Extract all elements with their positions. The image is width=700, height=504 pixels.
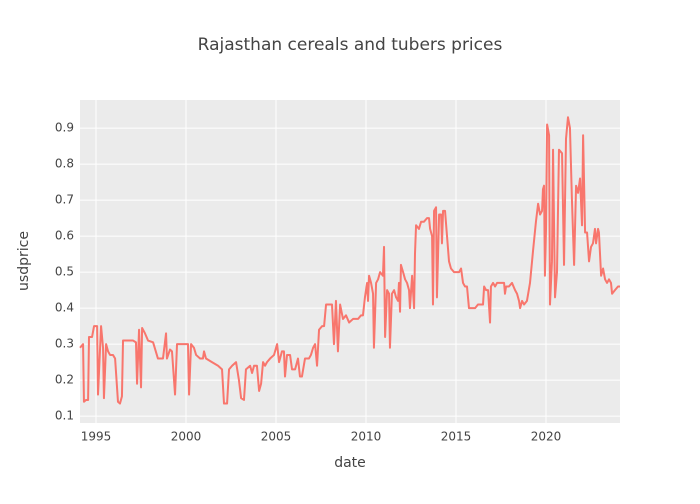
x-axis-label: date xyxy=(334,455,366,471)
x-tick-label: 2015 xyxy=(441,430,472,444)
y-tick-label: 0.3 xyxy=(55,337,74,351)
x-tick-label: 2020 xyxy=(531,430,562,444)
plot-area xyxy=(80,100,620,423)
x-tick-label: 1995 xyxy=(81,430,112,444)
y-tick-label: 0.8 xyxy=(55,157,74,171)
y-tick-label: 0.2 xyxy=(55,373,74,387)
y-tick-label: 0.9 xyxy=(55,121,74,135)
y-tick-label: 0.5 xyxy=(55,265,74,279)
y-tick-label: 0.1 xyxy=(55,409,74,423)
x-tick-label: 2010 xyxy=(351,430,382,444)
price-line xyxy=(79,116,620,405)
y-tick-label: 0.4 xyxy=(55,301,74,315)
x-tick-label: 2000 xyxy=(171,430,202,444)
y-tick-label: 0.6 xyxy=(55,229,74,243)
y-tick-label: 0.7 xyxy=(55,193,74,207)
y-axis-label: usdprice xyxy=(16,231,32,291)
x-tick-label: 2005 xyxy=(261,430,292,444)
chart-title: Rajasthan cereals and tubers prices xyxy=(198,35,503,55)
